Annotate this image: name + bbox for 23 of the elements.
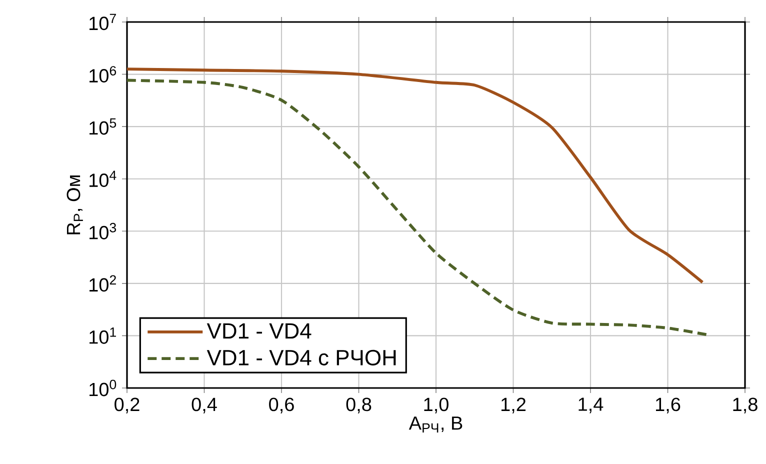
x-tick-label: 0,2 (114, 398, 140, 414)
x-tick-label: 1,2 (501, 398, 526, 414)
y-tick-label: 10$^{3}$ (90, 222, 116, 240)
legend-label: VD1 - VD4 с РЧОН (206, 350, 396, 366)
legend-label: VD1 - VD4 (206, 323, 312, 339)
x-tick-label: 1,0 (424, 398, 448, 414)
y-axis-title: R$_{Р}$, Ом (66, 175, 83, 234)
x-axis-title: A$_{РЧ}$, В (408, 416, 462, 433)
y-tick-label: 10$^{0}$ (90, 380, 116, 396)
x-tick-label: 0,8 (346, 398, 372, 414)
x-tick-label: 1,6 (656, 398, 680, 414)
x-tick-label: 0,6 (269, 398, 294, 414)
y-tick-label: 10$^{1}$ (90, 328, 116, 344)
y-tick-label: 10$^{4}$ (90, 170, 116, 188)
y-tick-label: 10$^{2}$ (90, 275, 116, 292)
y-tick-label: 10$^{7}$ (90, 14, 116, 30)
x-tick-label: 1,8 (733, 398, 758, 414)
y-tick-label: 10$^{5}$ (90, 118, 116, 135)
x-tick-label: 0,4 (192, 398, 217, 414)
line-series (126, 68, 704, 284)
x-tick-label: 1,4 (578, 398, 604, 414)
y-tick-label: 10$^{6}$ (90, 66, 116, 83)
line-series (126, 78, 708, 336)
